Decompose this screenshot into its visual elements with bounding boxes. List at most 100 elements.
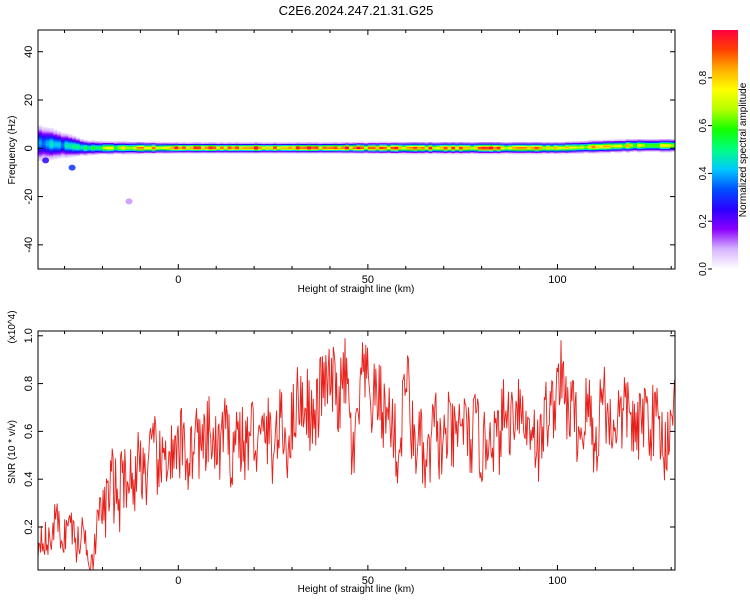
spectrogram-cell — [656, 139, 661, 141]
spectrogram-cell — [451, 149, 456, 151]
spectrogram-cell — [227, 143, 232, 146]
spectrogram-cell — [443, 152, 448, 155]
spectrogram-cell — [87, 152, 92, 155]
spectrogram-cell — [227, 150, 232, 153]
spectrogram-cell — [79, 147, 84, 150]
spectrogram-cell — [38, 154, 43, 157]
spectrogram-cell — [110, 149, 115, 152]
spectrogram-cell — [477, 148, 482, 150]
spectrogram-cell — [447, 144, 452, 146]
spectrogram-cell — [432, 151, 437, 154]
spectrogram-cell — [246, 149, 251, 152]
spectrogram-cell — [64, 140, 69, 143]
spectrogram-cell — [493, 145, 498, 148]
spectrogram-cell — [208, 149, 213, 152]
spectrogram-cell — [538, 150, 543, 152]
spectrogram-cell — [57, 153, 62, 155]
spectrogram-cell — [443, 145, 448, 148]
figure-title: C2E6.2024.247.21.31.G25 — [279, 3, 434, 18]
spectrogram-cell — [534, 148, 539, 150]
spectrogram-cell — [83, 151, 88, 154]
spectrogram-cell — [580, 141, 585, 143]
spectrogram-cell — [345, 146, 350, 148]
spectrogram-cell — [311, 144, 316, 147]
spectrogram-cell — [129, 151, 134, 154]
colorbar-tick-label: 0.6 — [698, 118, 709, 132]
spectrogram-cell — [189, 143, 194, 146]
spectrogram-cell — [53, 156, 58, 158]
spectrogram-cell — [519, 144, 524, 146]
spectrogram-cell — [417, 152, 422, 155]
spectrogram-cell — [53, 147, 58, 150]
spectrogram-cell — [455, 151, 460, 154]
spectrogram-cell — [60, 135, 65, 137]
spectrogram-cell — [178, 148, 183, 150]
spectrogram-cell — [610, 149, 615, 151]
spectrogram-cell — [239, 147, 244, 149]
spectrogram-cell — [182, 147, 187, 149]
spectrogram-cell — [208, 147, 213, 149]
spectrogram-cell — [644, 145, 649, 147]
spectrogram-cell — [485, 148, 490, 150]
spectrogram-cell — [60, 154, 65, 157]
spectrogram-cell — [98, 148, 103, 150]
spectrogram-cell — [504, 152, 509, 155]
spectrogram-cell — [523, 143, 528, 145]
spectrogram-cell — [166, 145, 172, 147]
spectrogram-cell — [462, 149, 467, 151]
spectrogram-cell — [250, 146, 255, 148]
spectrogram-cell — [417, 150, 422, 152]
spectrogram-cell — [83, 149, 88, 151]
spectrogram-cell — [504, 149, 509, 151]
spectrogram-cell — [246, 143, 251, 146]
spectrogram-cell — [652, 150, 657, 152]
spectrogram-cell — [45, 142, 50, 144]
spectrogram-cell — [436, 145, 441, 148]
spectrogram-cell — [303, 144, 308, 147]
spectrogram-cell — [136, 144, 141, 146]
spectrogram-cell — [606, 146, 611, 149]
snr-series-line — [38, 338, 675, 570]
spectrogram-cell — [640, 139, 646, 141]
spectrogram-cell — [261, 150, 266, 153]
spectrogram-cell — [386, 141, 391, 144]
spectrogram-cell — [197, 152, 202, 154]
spectrogram-cell — [155, 152, 160, 154]
spectrogram-cell — [121, 149, 126, 152]
spectrogram-cell — [57, 152, 62, 154]
spectrogram-cell — [57, 139, 62, 142]
spectrogram-cell — [671, 139, 675, 141]
spectrogram-cell — [322, 146, 327, 148]
spectrogram-cell — [424, 144, 429, 146]
spectrogram-cell — [72, 140, 77, 143]
spectrogram-cell — [117, 144, 122, 147]
spectrogram-cell — [45, 145, 50, 148]
spectrogram-cell — [38, 134, 43, 136]
spectrogram-cell — [572, 150, 577, 152]
spectrogram-cell — [614, 150, 619, 152]
spectrogram-cell — [421, 152, 426, 155]
spectrogram-cell — [398, 144, 403, 146]
spectrogram-cell — [83, 141, 88, 143]
spectrogram-cell — [182, 144, 187, 147]
spectrogram-cell — [405, 149, 410, 151]
spectrogram-cell — [159, 142, 164, 145]
snr-ytick-label: 0.4 — [23, 472, 35, 487]
spectrogram-cell — [637, 147, 642, 150]
spectrogram-cell — [53, 141, 58, 144]
spectrogram-cell — [140, 152, 145, 155]
spectrogram-cell — [53, 135, 58, 138]
spectrogram-cell — [345, 149, 350, 152]
spectrogram-cell — [273, 152, 278, 154]
spectrogram-cell — [481, 150, 486, 152]
spectrogram-cell — [163, 151, 168, 153]
spectrogram-cell — [299, 152, 304, 154]
spectrogram-cell — [326, 152, 331, 154]
spectrogram-cell — [584, 151, 589, 153]
spectrogram-cells — [38, 125, 675, 205]
spectrogram-cell — [587, 141, 592, 143]
spectrogram-cell — [364, 151, 369, 153]
spectrogram-cell — [276, 147, 282, 149]
spectrogram-cell — [470, 151, 475, 154]
spectrogram-cell — [53, 149, 58, 151]
